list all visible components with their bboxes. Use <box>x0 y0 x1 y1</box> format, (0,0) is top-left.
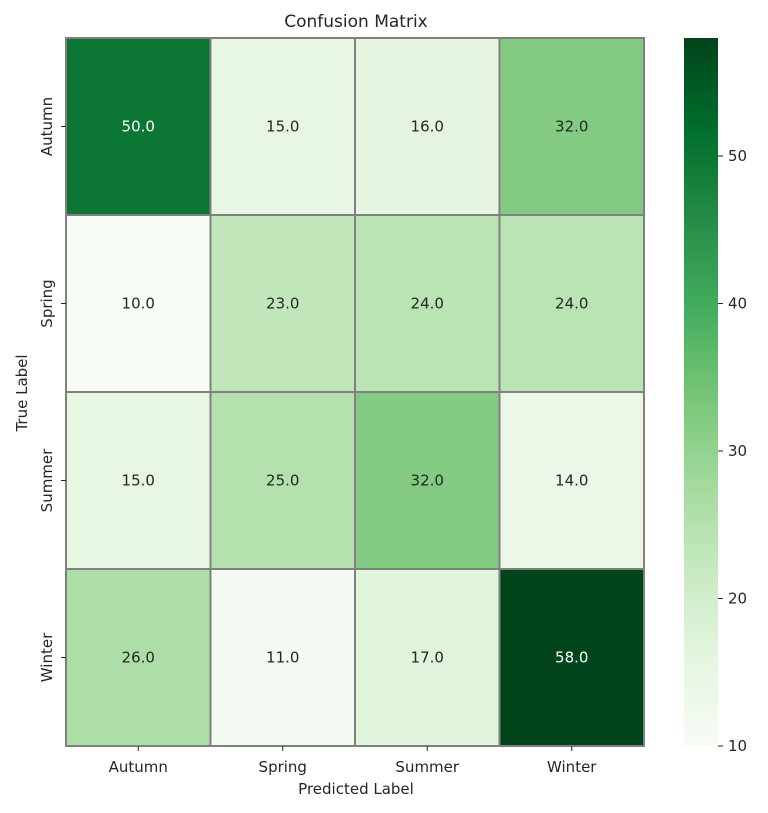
x-tick-label: Spring <box>259 758 307 776</box>
y-tick-label: Winter <box>38 632 56 682</box>
y-axis-ticks: Autumn Spring Summer Winter <box>38 97 66 682</box>
cell-value-label: 24.0 <box>411 295 444 313</box>
heatmap-cells <box>65 37 645 747</box>
cell-value-label: 16.0 <box>411 118 444 136</box>
colorbar-tick-label: 10 <box>728 737 747 755</box>
colorbar-tick-label: 40 <box>728 295 747 313</box>
heatmap-cell <box>354 37 501 216</box>
cell-value-label: 15.0 <box>122 472 155 490</box>
cell-value-label: 23.0 <box>266 295 299 313</box>
heatmap-cell <box>498 391 645 570</box>
cell-value-label: 50.0 <box>122 118 155 136</box>
cell-value-label: 15.0 <box>266 118 299 136</box>
heatmap-cell <box>498 214 645 393</box>
colorbar-ticks: 10 20 30 40 50 <box>718 147 747 755</box>
cell-value-label: 58.0 <box>555 649 588 667</box>
heatmap-cell <box>65 568 212 747</box>
y-axis-label: True Label <box>13 354 31 432</box>
x-tick-label: Autumn <box>109 758 168 776</box>
cell-value-label: 17.0 <box>411 649 444 667</box>
cell-value-label: 14.0 <box>555 472 588 490</box>
heatmap-cell <box>498 37 645 216</box>
cell-value-label: 24.0 <box>555 295 588 313</box>
colorbar-tick-label: 50 <box>728 147 747 165</box>
cell-value-label: 26.0 <box>122 649 155 667</box>
y-tick-label: Autumn <box>38 97 56 156</box>
cell-value-label: 32.0 <box>555 118 588 136</box>
heatmap-cell <box>209 568 356 747</box>
colorbar <box>684 38 718 746</box>
chart-title: Confusion Matrix <box>284 12 428 32</box>
y-tick-label: Summer <box>38 448 56 512</box>
heatmap-cell <box>65 37 212 216</box>
heatmap-cell <box>209 391 356 570</box>
x-tick-label: Summer <box>395 758 459 776</box>
heatmap-cell <box>498 568 645 747</box>
heatmap-cell <box>209 37 356 216</box>
heatmap-cell <box>65 214 212 393</box>
colorbar-tick-label: 30 <box>728 442 747 460</box>
y-tick-label: Spring <box>38 279 56 327</box>
x-axis-ticks: Autumn Spring Summer Winter <box>109 746 597 776</box>
heatmap-cell <box>209 214 356 393</box>
x-tick-label: Winter <box>547 758 597 776</box>
heatmap-value-labels: 50.0 15.0 16.0 32.0 10.0 23.0 24.0 24.0 15.0 25.0… <box>122 118 589 667</box>
cell-value-label: 10.0 <box>122 295 155 313</box>
cell-value-label: 11.0 <box>266 649 299 667</box>
cell-value-label: 25.0 <box>266 472 299 490</box>
cell-value-label: 32.0 <box>411 472 444 490</box>
x-axis-label: Predicted Label <box>298 780 414 798</box>
colorbar-tick-label: 20 <box>728 590 747 608</box>
